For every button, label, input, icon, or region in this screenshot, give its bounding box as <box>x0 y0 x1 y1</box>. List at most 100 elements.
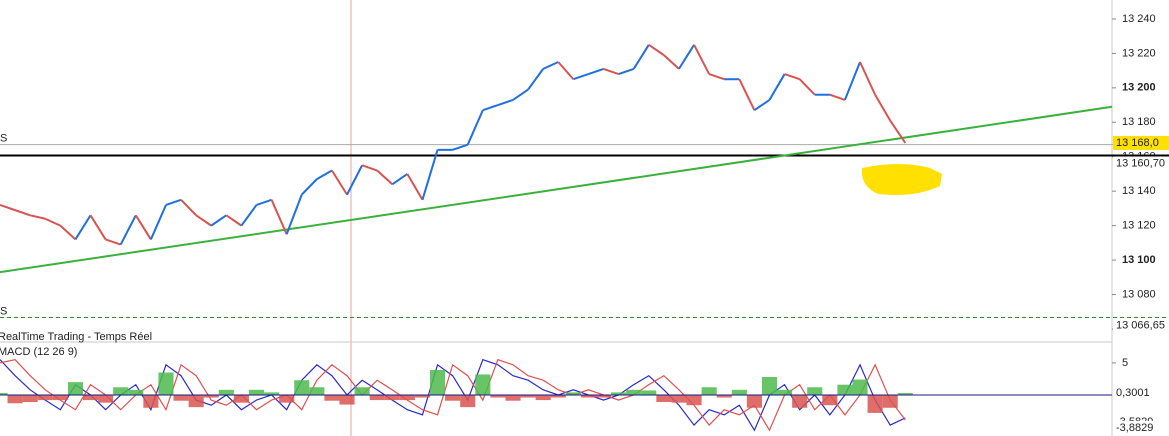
price-segment <box>301 178 318 196</box>
histogram-bar <box>0 393 8 395</box>
histogram-bar <box>626 389 642 395</box>
price-segment <box>270 199 288 235</box>
price-segment <box>240 204 258 227</box>
histogram-bar <box>792 394 808 408</box>
histogram-last-label: 0,3001 <box>1116 387 1150 399</box>
histogram-bar <box>143 394 159 408</box>
price-segment <box>59 224 77 241</box>
histogram-bar <box>565 392 581 395</box>
histogram-bar <box>430 369 446 395</box>
price-segment <box>466 109 484 146</box>
price-segment <box>452 143 469 151</box>
histogram-bar <box>520 394 536 398</box>
histogram-bar <box>852 379 868 395</box>
histogram-bar <box>837 384 853 395</box>
histogram-bar <box>671 394 687 403</box>
histogram-bar <box>535 394 551 401</box>
price-segment <box>149 204 167 240</box>
level-tag: S <box>0 133 7 145</box>
indicator-line <box>0 358 906 432</box>
histogram-bar <box>324 394 340 401</box>
histogram-bar <box>716 394 732 398</box>
price-segment <box>618 67 635 76</box>
histogram-bar <box>158 372 174 395</box>
price-segment <box>889 120 907 144</box>
histogram-bar <box>113 387 129 395</box>
y-tick-label: 13 240 <box>1122 13 1156 25</box>
histogram-bar <box>98 394 114 403</box>
indicator-last-label: -3,8829 <box>1116 422 1153 434</box>
y-tick-label: 13 080 <box>1122 288 1156 300</box>
price-segment <box>0 204 16 212</box>
histogram-bar <box>701 387 717 395</box>
histogram-bar <box>761 376 778 395</box>
price-segment <box>482 104 499 112</box>
price-segment <box>768 73 786 101</box>
price-segment <box>678 44 695 70</box>
histogram-bar <box>7 394 23 404</box>
price-segment <box>391 173 408 186</box>
price-segment <box>829 93 846 101</box>
indicator-title: MACD (12 26 9) <box>0 346 77 358</box>
histogram-bar <box>445 394 461 401</box>
price-segment <box>105 238 122 246</box>
histogram-bar <box>580 394 596 398</box>
level-label-box <box>1113 318 1169 333</box>
histogram-bar <box>399 394 415 401</box>
histogram-bar <box>279 394 295 403</box>
highlight <box>861 164 942 195</box>
histogram-bar <box>52 394 68 401</box>
price-segment <box>512 88 529 101</box>
y-tick-label: 13 120 <box>1122 220 1156 232</box>
level-label-box <box>1113 156 1169 171</box>
price-segment <box>632 44 650 70</box>
indicator-source: RealTime Trading - Temps Réel <box>0 331 152 343</box>
price-segment <box>648 43 665 56</box>
price-segment <box>180 199 197 216</box>
price-segment <box>798 78 816 96</box>
price-segment <box>285 194 303 235</box>
price-segment <box>29 214 46 220</box>
histogram-bar <box>188 394 204 408</box>
price-segment <box>588 67 604 76</box>
price-segment <box>497 98 514 107</box>
price-segment <box>753 99 771 112</box>
histogram-bar <box>822 394 838 406</box>
price-segment <box>527 68 544 91</box>
histogram-bar <box>867 394 883 413</box>
y-tick-label: 13 140 <box>1122 185 1156 197</box>
histogram-bar <box>173 394 189 401</box>
level-tag: S <box>0 305 7 317</box>
histogram-bar <box>807 387 823 395</box>
y-tick-label: 13 180 <box>1122 116 1156 128</box>
histogram-bar <box>294 380 310 395</box>
histogram-bar <box>384 394 400 401</box>
y-tick-label: 13 220 <box>1122 47 1156 59</box>
histogram-bar <box>248 389 265 395</box>
histogram-bar <box>218 389 234 395</box>
histogram-bar <box>460 394 476 408</box>
histogram-bar <box>550 394 566 398</box>
price-segment <box>421 149 439 201</box>
histogram-bar <box>233 394 249 403</box>
histogram-bar <box>67 382 83 395</box>
level-label: 13 160,70 <box>1116 157 1165 169</box>
price-segment <box>542 61 559 70</box>
histogram-bar <box>611 392 627 395</box>
price-segment <box>663 54 680 70</box>
histogram-bar <box>82 394 99 401</box>
histogram-bar <box>490 394 506 398</box>
price-segment <box>708 73 725 81</box>
price-segment <box>346 164 364 196</box>
histogram-bar <box>22 394 38 403</box>
last-price-label: 13 168,0 <box>1116 137 1159 149</box>
last-price-label-box <box>1113 135 1169 150</box>
price-segment <box>44 217 61 227</box>
y-tick-label: 5 <box>1122 357 1128 369</box>
y-tick-label: 13 100 <box>1122 254 1156 266</box>
price-segment <box>844 61 861 101</box>
histogram-bar <box>354 387 370 395</box>
level-label: 13 066,65 <box>1116 319 1165 331</box>
price-segment <box>14 209 31 217</box>
